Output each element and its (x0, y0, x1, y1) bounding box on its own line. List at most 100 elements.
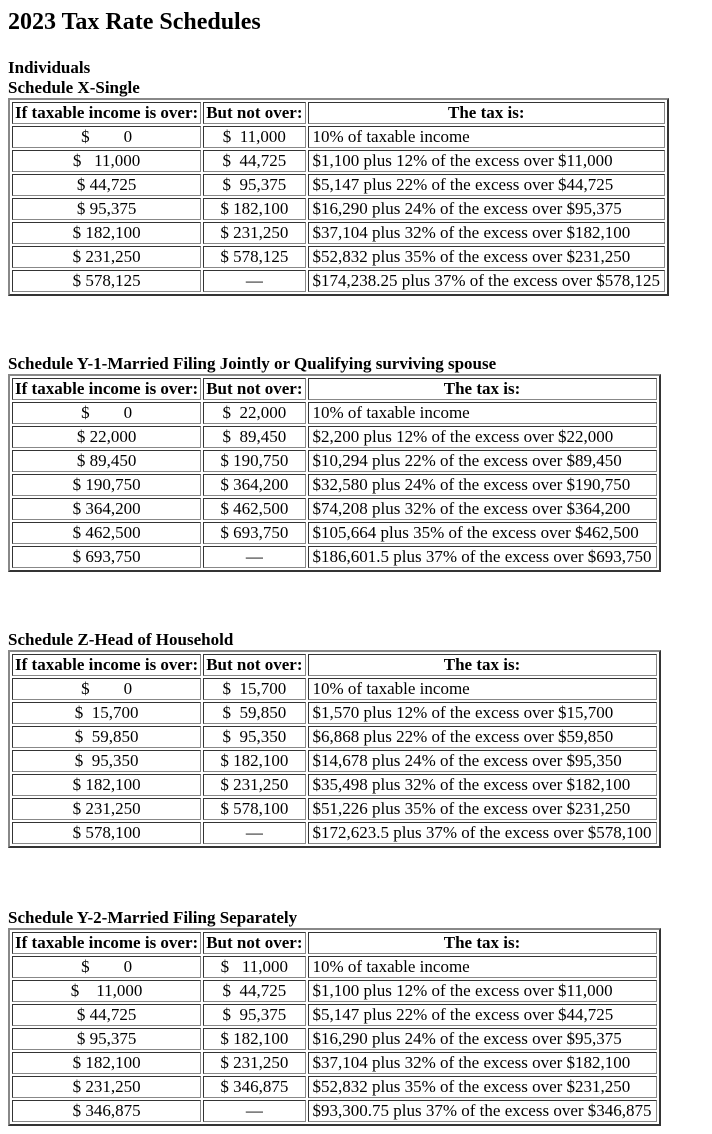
income-over-cell: $ 231,250 (12, 798, 202, 820)
not-over-cell: $ 693,750 (203, 522, 306, 544)
column-header-tax: The tax is: (307, 378, 657, 400)
income-over-cell: $ 190,750 (12, 474, 202, 496)
tax-cell: $174,238.25 plus 37% of the excess over … (307, 270, 666, 292)
table-row: $ 11,000 $ 44,725 $1,100 plus 12% of the e… (12, 980, 657, 1002)
schedule-heading: Schedule Y-1-Married Filing Jointly or Q… (8, 354, 497, 373)
schedule-heading: Schedule X-Single (8, 78, 140, 97)
not-over-cell: $ 11,000 (203, 126, 306, 148)
table-row: $ 11,000 $ 44,725 $1,100 plus 12% of the e… (12, 150, 666, 172)
table-row: $ 44,725 $ 95,375 $5,147 plus 22% of the e… (12, 174, 666, 196)
table-row: $ 231,250 $ 578,100 $51,226 plus 35% of th… (12, 798, 657, 820)
column-header-over: If taxable income is over: (12, 378, 202, 400)
income-over-cell: $ 0 (12, 402, 202, 424)
table-row: $ 346,875— $93,300.75 plus 37% of the exc… (12, 1100, 657, 1122)
column-header-not-over: But not over: (203, 378, 306, 400)
schedule-heading: Schedule Y-2-Married Filing Separately (8, 908, 298, 927)
tax-cell: $5,147 plus 22% of the excess over $44,7… (307, 174, 666, 196)
income-over-cell: $ 578,100 (12, 822, 202, 844)
column-header-not-over: But not over: (203, 654, 306, 676)
header-row: If taxable income is over: But not over: T… (12, 102, 666, 124)
not-over-cell: $ 190,750 (203, 450, 306, 472)
tax-cell: $16,290 plus 24% of the excess over $95,… (307, 1028, 657, 1050)
income-over-cell: $ 22,000 (12, 426, 202, 448)
table-row: $ 182,100 $ 231,250 $37,104 plus 32% of th… (12, 1052, 657, 1074)
not-over-cell: $ 15,700 (203, 678, 306, 700)
tax-cell: $74,208 plus 32% of the excess over $364… (307, 498, 657, 520)
column-header-not-over: But not over: (203, 102, 306, 124)
tax-cell: $6,868 plus 22% of the excess over $59,8… (307, 726, 657, 748)
table-row: $ 0 $ 11,000 10% of taxable income (12, 956, 657, 978)
tax-cell: $1,570 plus 12% of the excess over $15,7… (307, 702, 657, 724)
income-over-cell: $ 95,350 (12, 750, 202, 772)
column-header-over: If taxable income is over: (12, 932, 202, 954)
not-over-cell: $ 95,375 (203, 174, 306, 196)
tax-cell: $32,580 plus 24% of the excess over $190… (307, 474, 657, 496)
tax-cell: $37,104 plus 32% of the excess over $182… (307, 222, 666, 244)
column-header-tax: The tax is: (307, 932, 657, 954)
table-row: $ 95,375 $ 182,100 $16,290 plus 24% of the… (12, 1028, 657, 1050)
column-header-not-over: But not over: (203, 932, 306, 954)
not-over-cell: — (203, 270, 306, 292)
table-row: $ 231,250 $ 578,125 $52,832 plus 35% of th… (12, 246, 666, 268)
tax-cell: $52,832 plus 35% of the excess over $231… (307, 1076, 657, 1098)
table-row: $ 22,000 $ 89,450 $2,200 plus 12% of the e… (12, 426, 657, 448)
tax-cell: $51,226 plus 35% of the excess over $231… (307, 798, 657, 820)
income-over-cell: $ 95,375 (12, 198, 202, 220)
tax-cell: $14,678 plus 24% of the excess over $95,… (307, 750, 657, 772)
not-over-cell: $ 95,375 (203, 1004, 306, 1026)
not-over-cell: $ 182,100 (203, 750, 306, 772)
table-row: $ 15,700 $ 59,850 $1,570 plus 12% of the e… (12, 702, 657, 724)
schedule-heading: Schedule Z-Head of Household (8, 630, 234, 649)
not-over-cell: $ 89,450 (203, 426, 306, 448)
not-over-cell: $ 346,875 (203, 1076, 306, 1098)
income-over-cell: $ 364,200 (12, 498, 202, 520)
income-over-cell: $ 11,000 (12, 150, 202, 172)
tax-cell: $186,601.5 plus 37% of the excess over $… (307, 546, 657, 568)
income-over-cell: $ 44,725 (12, 174, 202, 196)
table-row: $ 59,850 $ 95,350 $6,868 plus 22% of the e… (12, 726, 657, 748)
column-header-over: If taxable income is over: (12, 102, 202, 124)
header-row: If taxable income is over: But not over: T… (12, 932, 657, 954)
table-row: $ 364,200 $ 462,500 $74,208 plus 32% of th… (12, 498, 657, 520)
table-row: $ 578,125— $174,238.25 plus 37% of the ex… (12, 270, 666, 292)
not-over-cell: — (203, 1100, 306, 1122)
schedules: Schedule X-Single If taxable income is ov… (8, 78, 704, 1126)
table-row: $ 231,250 $ 346,875 $52,832 plus 35% of th… (12, 1076, 657, 1098)
table-row: $ 95,375 $ 182,100 $16,290 plus 24% of the… (12, 198, 666, 220)
tax-cell: 10% of taxable income (307, 956, 657, 978)
tax-cell: $10,294 plus 22% of the excess over $89,… (307, 450, 657, 472)
tax-cell: $105,664 plus 35% of the excess over $46… (307, 522, 657, 544)
not-over-cell: $ 44,725 (203, 150, 306, 172)
table-row: $ 182,100 $ 231,250 $37,104 plus 32% of th… (12, 222, 666, 244)
table-row: $ 44,725 $ 95,375 $5,147 plus 22% of the e… (12, 1004, 657, 1026)
tax-cell: $172,623.5 plus 37% of the excess over $… (307, 822, 657, 844)
table-row: $ 89,450 $ 190,750 $10,294 plus 22% of the… (12, 450, 657, 472)
not-over-cell: $ 95,350 (203, 726, 306, 748)
tax-cell: $5,147 plus 22% of the excess over $44,7… (307, 1004, 657, 1026)
tax-rate-table: If taxable income is over: But not over: T… (8, 98, 670, 296)
income-over-cell: $ 578,125 (12, 270, 202, 292)
income-over-cell: $ 44,725 (12, 1004, 202, 1026)
income-over-cell: $ 11,000 (12, 980, 202, 1002)
not-over-cell: $ 231,250 (203, 222, 306, 244)
not-over-cell: — (203, 822, 306, 844)
tax-cell: $93,300.75 plus 37% of the excess over $… (307, 1100, 657, 1122)
tax-cell: $52,832 plus 35% of the excess over $231… (307, 246, 666, 268)
tax-rate-table: If taxable income is over: But not over: T… (8, 928, 661, 1126)
page-title: 2023 Tax Rate Schedules (8, 9, 261, 35)
income-over-cell: $ 182,100 (12, 1052, 202, 1074)
income-over-cell: $ 89,450 (12, 450, 202, 472)
not-over-cell: $ 578,125 (203, 246, 306, 268)
not-over-cell: $ 231,250 (203, 774, 306, 796)
tax-rate-table: If taxable income is over: But not over: T… (8, 374, 661, 572)
tax-cell: $16,290 plus 24% of the excess over $95,… (307, 198, 666, 220)
table-row: $ 95,350 $ 182,100 $14,678 plus 24% of the… (12, 750, 657, 772)
section-heading: Individuals (8, 58, 91, 77)
income-over-cell: $ 182,100 (12, 222, 202, 244)
tax-cell: $35,498 plus 32% of the excess over $182… (307, 774, 657, 796)
table-row: $ 693,750— $186,601.5 plus 37% of the exc… (12, 546, 657, 568)
tax-cell: $2,200 plus 12% of the excess over $22,0… (307, 426, 657, 448)
not-over-cell: $ 182,100 (203, 198, 306, 220)
column-header-over: If taxable income is over: (12, 654, 202, 676)
table-row: $ 0 $ 15,700 10% of taxable income (12, 678, 657, 700)
